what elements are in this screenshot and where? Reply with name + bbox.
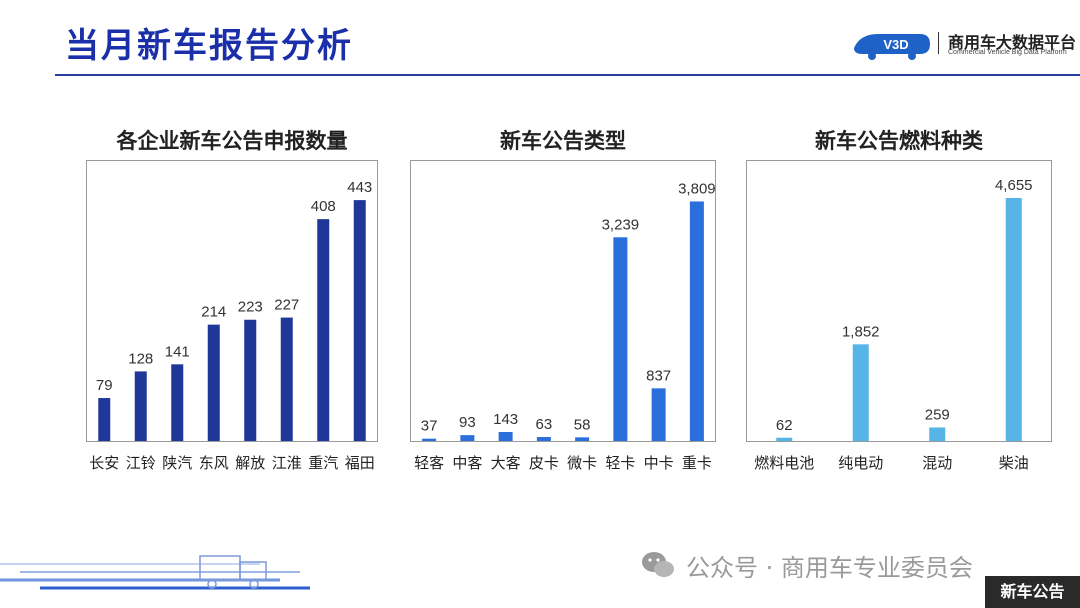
bar-解放 — [244, 319, 257, 441]
bar-江淮 — [280, 317, 293, 441]
value-label: 58 — [574, 416, 591, 433]
category-label: 燃料电池 — [754, 454, 814, 472]
bar-重卡 — [689, 201, 704, 441]
bar-中客 — [460, 435, 475, 441]
bar-陕汽 — [171, 364, 184, 441]
bar-轻卡 — [613, 237, 628, 441]
value-label: 3,809 — [678, 180, 716, 197]
value-label: 223 — [238, 299, 263, 316]
footer-section-tag: 新车公告 — [985, 576, 1080, 608]
category-label: 解放 — [235, 454, 265, 472]
bar-微卡 — [575, 437, 590, 441]
logo-sub-text: Commercial Vehicle Big Data Platform — [948, 49, 1067, 56]
category-label: 微卡 — [567, 454, 597, 472]
chart3-frame — [746, 160, 1052, 442]
chart3-title: 新车公告燃料种类 — [815, 129, 983, 153]
bar-福田 — [353, 200, 366, 441]
value-label: 259 — [925, 406, 950, 423]
value-label: 408 — [311, 198, 336, 215]
category-label: 纯电动 — [838, 454, 883, 472]
category-label: 重汽 — [308, 454, 338, 472]
logo-main-text: 商用车大数据平台 — [948, 33, 1077, 52]
value-label: 214 — [201, 304, 226, 321]
bar-柴油 — [1005, 198, 1022, 441]
platform-logo: V3D 商用车大数据平台 Commercial Vehicle Big Data… — [850, 26, 1080, 62]
wechat-watermark-text: 公众号 · 商用车专业委员会 — [686, 554, 973, 582]
bar-纯电动 — [852, 344, 869, 441]
chart1-title: 各企业新车公告申报数量 — [116, 129, 348, 153]
logo-mark-text: V3D — [883, 37, 908, 52]
bar-大客 — [498, 432, 513, 441]
category-label: 东风 — [199, 454, 229, 472]
category-label: 中卡 — [644, 454, 674, 472]
value-label: 79 — [96, 377, 113, 394]
value-label: 3,239 — [602, 216, 640, 233]
value-label: 93 — [459, 414, 476, 431]
value-label: 837 — [646, 367, 671, 384]
category-label: 皮卡 — [529, 454, 559, 472]
bar-江铃 — [134, 371, 147, 441]
footer-truck-decoration — [0, 555, 310, 590]
chart2-title: 新车公告类型 — [500, 129, 626, 153]
value-label: 443 — [347, 179, 372, 196]
category-label: 轻客 — [414, 454, 444, 472]
category-label: 陕汽 — [162, 454, 192, 472]
category-label: 轻卡 — [605, 454, 635, 472]
category-label: 柴油 — [999, 454, 1029, 472]
bar-皮卡 — [536, 437, 551, 441]
value-label: 128 — [128, 350, 153, 367]
logo-separator — [938, 32, 939, 54]
bar-燃料电池 — [776, 437, 793, 441]
bar-轻客 — [422, 438, 437, 441]
truck-logo-icon: V3D — [854, 34, 930, 60]
category-label: 长安 — [89, 454, 119, 472]
chart-enterprise-declarations: 79 长安 128 江铃 141 陕汽 214 东风 223 解放 227 江淮 408 重汽 443 福田 — [89, 179, 375, 472]
chart-fuel-types: 62 燃料电池 1,852 纯电动 259 混动 4,655 柴油 — [754, 177, 1033, 472]
value-label: 4,655 — [995, 177, 1033, 194]
chart1-frame — [86, 160, 378, 442]
category-label: 江淮 — [272, 454, 302, 472]
chart-vehicle-types: 37 轻客 93 中客 143 大客 63 皮卡 58 微卡 3,239 轻卡 837 中卡 3,809 重卡 — [414, 180, 716, 472]
category-label: 重卡 — [682, 454, 712, 472]
value-label: 62 — [776, 417, 793, 434]
value-label: 227 — [274, 297, 299, 314]
value-label: 1,852 — [842, 323, 880, 340]
bar-长安 — [98, 398, 111, 441]
category-label: 大客 — [491, 454, 521, 472]
value-label: 63 — [536, 416, 553, 433]
category-label: 福田 — [345, 454, 375, 472]
category-label: 混动 — [922, 454, 952, 472]
value-label: 37 — [421, 418, 438, 435]
category-label: 江铃 — [126, 454, 156, 472]
category-label: 中客 — [452, 454, 482, 472]
page-title: 当月新车报告分析 — [65, 26, 353, 66]
value-label: 141 — [165, 343, 190, 360]
value-label: 143 — [493, 411, 518, 428]
bar-混动 — [929, 427, 946, 441]
bar-中卡 — [651, 388, 666, 441]
bar-东风 — [207, 324, 220, 441]
header-divider — [55, 74, 1080, 76]
wechat-icon — [642, 552, 674, 577]
bar-重汽 — [317, 219, 330, 441]
